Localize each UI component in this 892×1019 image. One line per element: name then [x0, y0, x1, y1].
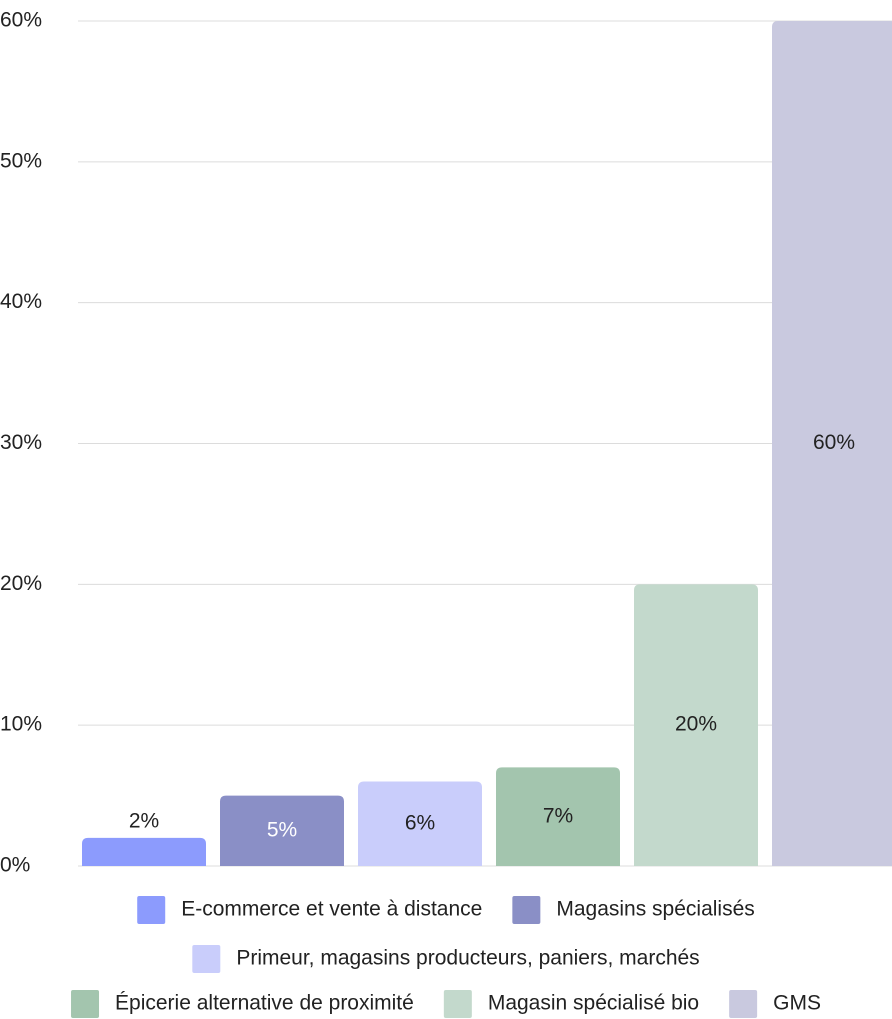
legend-swatch	[729, 990, 758, 1018]
data-label: 5%	[267, 818, 297, 841]
y-tick-label: 60%	[0, 9, 42, 32]
legend-label: Épicerie alternative de proximité	[115, 992, 414, 1015]
y-tick-label: 20%	[0, 572, 42, 595]
y-tick-label: 0%	[0, 854, 30, 877]
y-tick-label: 50%	[0, 149, 42, 172]
bar	[358, 781, 482, 866]
legend-label: Magasin spécialisé bio	[488, 992, 699, 1015]
data-label: 7%	[543, 804, 573, 827]
bar	[772, 21, 892, 866]
bar	[496, 767, 620, 866]
legend-label: GMS	[773, 992, 821, 1015]
legend-swatch	[192, 945, 221, 973]
legend-swatch	[512, 896, 541, 924]
data-label: 6%	[405, 811, 435, 834]
legend-label: Primeur, magasins producteurs, paniers, …	[236, 947, 699, 970]
legend-label: E-commerce et vente à distance	[181, 898, 482, 921]
data-label: 2%	[129, 809, 159, 832]
legend-swatch	[443, 990, 472, 1018]
y-tick-label: 30%	[0, 431, 42, 454]
bar	[220, 795, 344, 866]
legend-swatch	[137, 896, 166, 924]
y-tick-label: 10%	[0, 713, 42, 736]
data-label: 20%	[675, 713, 717, 736]
bar	[634, 584, 758, 866]
bar	[82, 837, 206, 866]
data-label: 60%	[813, 431, 855, 454]
legend-swatch	[71, 990, 100, 1018]
legend-label: Magasins spécialisés	[556, 898, 754, 921]
y-tick-label: 40%	[0, 290, 42, 313]
